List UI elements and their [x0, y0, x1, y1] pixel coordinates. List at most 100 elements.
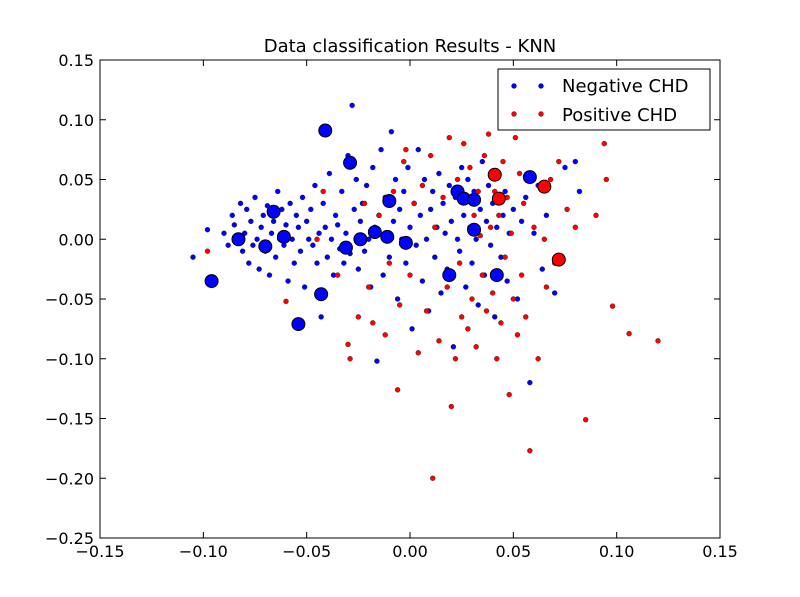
- negative-chd-point: [250, 242, 256, 248]
- y-tick-label: 0.00: [58, 230, 94, 249]
- positive-chd-point: [314, 236, 320, 242]
- negative-chd-point: [576, 188, 583, 195]
- positive-chd-point: [411, 200, 417, 207]
- negative-chd-highlight-point: [338, 240, 353, 255]
- x-tick-label: 0.00: [392, 542, 428, 561]
- negative-chd-point: [527, 379, 533, 386]
- negative-chd-highlight-point: [467, 222, 482, 237]
- negative-chd-highlight-point: [382, 194, 397, 209]
- positive-chd-point: [444, 284, 450, 290]
- positive-chd-point: [547, 176, 554, 183]
- positive-chd-point: [390, 188, 397, 195]
- negative-chd-point: [295, 224, 302, 230]
- negative-chd-point: [401, 188, 407, 195]
- chart-title: Data classification Results - KNN: [264, 36, 557, 57]
- negative-chd-point: [413, 242, 419, 248]
- negative-chd-point: [442, 230, 448, 236]
- negative-chd-point: [465, 176, 471, 183]
- negative-chd-point: [448, 218, 454, 224]
- x-tick-label: −0.10: [179, 542, 228, 561]
- positive-chd-point: [397, 302, 403, 308]
- positive-chd-point: [494, 356, 500, 362]
- positive-chd-point: [407, 272, 413, 278]
- plot-frame: [99, 59, 721, 539]
- negative-chd-point: [221, 230, 227, 236]
- negative-chd-point: [320, 200, 326, 207]
- positive-chd-point: [603, 176, 609, 183]
- legend-label-negative: Negative CHD: [562, 76, 688, 97]
- legend-marker-negative-left: [511, 83, 517, 89]
- positive-chd-highlight-point: [537, 179, 552, 194]
- positive-chd-point: [502, 254, 508, 260]
- negative-chd-point: [287, 200, 293, 207]
- negative-chd-point: [335, 222, 341, 228]
- positive-chd-point: [583, 417, 589, 423]
- negative-chd-point: [543, 212, 550, 219]
- positive-chd-point: [475, 188, 481, 195]
- positive-chd-point: [452, 356, 459, 362]
- negative-chd-point: [332, 212, 339, 219]
- x-tick-label: −0.05: [282, 542, 331, 561]
- negative-chd-point: [318, 314, 324, 320]
- positive-chd-point: [448, 403, 454, 410]
- positive-chd-point: [473, 344, 479, 350]
- positive-chd-point: [366, 284, 372, 290]
- positive-chd-point: [485, 131, 492, 137]
- positive-chd-highlight-point: [551, 252, 566, 267]
- negative-chd-highlight-point: [266, 204, 281, 219]
- positive-chd-highlight-point: [487, 167, 502, 182]
- negative-chd-point: [510, 206, 516, 213]
- positive-chd-point: [430, 475, 436, 481]
- positive-chd-point: [370, 320, 376, 326]
- legend-label-positive: Positive CHD: [562, 105, 677, 126]
- negative-chd-point: [469, 260, 475, 266]
- positive-chd-point: [508, 230, 514, 236]
- positive-chd-point: [514, 332, 521, 338]
- x-tick-label: −0.15: [75, 542, 124, 561]
- negative-chd-highlight-point: [367, 225, 382, 240]
- y-axis-ticks: 0.15 0.10 0.05 0.00 −0.05 −0.10 −0.15 −0.20 −0.2…: [45, 51, 720, 548]
- negative-chd-point: [204, 227, 211, 233]
- negative-chd-point: [403, 260, 409, 266]
- negative-chd-highlight-point: [343, 155, 358, 170]
- negative-chd-point: [270, 218, 277, 224]
- positive-chd-point: [500, 158, 506, 165]
- negative-chd-point: [312, 182, 318, 189]
- positive-chd-point: [394, 387, 401, 393]
- negative-chd-highlight-point: [291, 317, 306, 332]
- positive-chd-highlight-point: [491, 191, 506, 206]
- negative-chd-point: [229, 212, 235, 219]
- positive-chd-point: [498, 320, 504, 326]
- positive-chd-point: [609, 303, 616, 309]
- negative-chd-point: [260, 212, 266, 219]
- positive-chd-point: [465, 326, 471, 332]
- negative-chd-point: [463, 284, 469, 290]
- negative-chd-point: [531, 230, 537, 236]
- negative-chd-point: [324, 254, 330, 260]
- y-tick-label: 0.10: [58, 111, 94, 130]
- positive-chd-point: [423, 308, 430, 314]
- negative-chd-point: [423, 236, 430, 242]
- positive-chd-point: [440, 194, 446, 201]
- negative-chd-point: [273, 254, 279, 260]
- x-tick-label: 0.05: [496, 542, 532, 561]
- negative-chd-point: [239, 248, 246, 254]
- negative-chd-point: [256, 266, 262, 272]
- positive-chd-point: [204, 248, 211, 254]
- negative-chd-point: [252, 194, 258, 201]
- negative-chd-point: [291, 260, 297, 266]
- negative-chd-point: [308, 206, 314, 213]
- negative-chd-point: [473, 236, 479, 242]
- negative-chd-point: [502, 188, 508, 195]
- y-tick-label: −0.25: [45, 529, 94, 548]
- negative-chd-point: [266, 272, 273, 278]
- positive-chd-point: [428, 152, 434, 159]
- negative-chd-point: [349, 102, 355, 109]
- positive-chd-point: [479, 272, 485, 278]
- positive-chd-point: [283, 298, 289, 305]
- negative-chd-point: [306, 236, 312, 242]
- negative-chd-point: [494, 224, 500, 230]
- negative-chd-highlight-point: [314, 287, 329, 302]
- positive-chd-point: [483, 308, 490, 314]
